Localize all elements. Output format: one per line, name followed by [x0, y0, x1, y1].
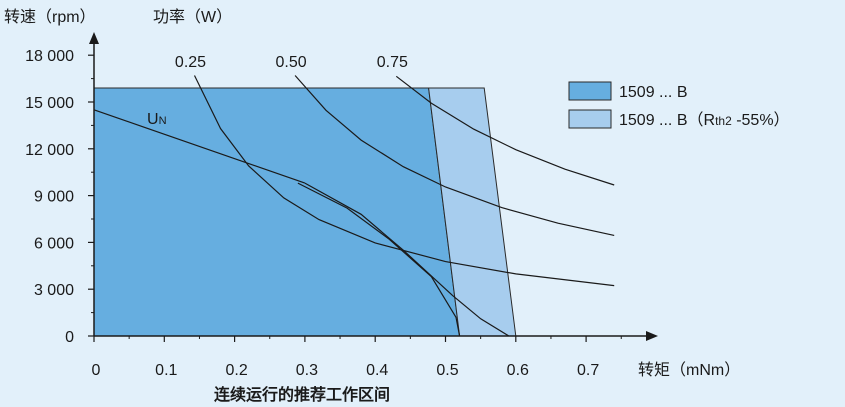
power-curve-labels: 0.25 0.50 0.75 [175, 54, 408, 71]
power-axis-title: 功率（W） [153, 8, 232, 26]
legend-label-1509b: 1509 ... B [619, 84, 688, 101]
region-extended-rth2 [428, 87, 517, 336]
x-tick-label: 0.2 [225, 362, 247, 379]
legend-swatch-1509b [568, 81, 612, 101]
y-tick-label: 12 000 [25, 142, 74, 159]
legend-label-1509b-rth2: 1509 ... B（Rth2 -55%） [619, 111, 790, 129]
legend-swatch-1509b-rth2 [568, 109, 612, 129]
power-label-0-25: 0.25 [175, 54, 206, 71]
un-label-main: U [147, 111, 159, 128]
x-axis-arrow [646, 331, 658, 341]
y-tick-label: 0 [65, 329, 74, 346]
power-label-0-75: 0.75 [377, 54, 408, 71]
y-tick-label: 6 000 [34, 235, 74, 252]
y-axis-arrow [89, 32, 99, 44]
un-line [93, 109, 306, 184]
operating-range-caption: 连续运行的推荐工作区间 [214, 385, 390, 404]
y-tick-label: 9 000 [34, 189, 74, 206]
x-tick-label: 0.6 [507, 362, 529, 379]
axes [89, 32, 658, 341]
characteristic-curves [93, 75, 615, 337]
legend-label-rth2-sub: th2 [715, 114, 732, 128]
un-line-label: UN [147, 111, 167, 128]
axis-ticks: 0 3 000 6 000 9 000 12 000 15 000 18 000 0 0.1 0.… [25, 48, 622, 379]
legend: 1509 ... B 1509 ... B（Rth2 -55%） [568, 81, 790, 129]
legend-label-rth2-rest: -55%） [732, 111, 790, 129]
power-curve-0-75 [395, 75, 615, 186]
y-axis-title: 转速（rpm） [4, 8, 96, 26]
legend-label-rth2-main: 1509 ... B（R [619, 111, 715, 129]
y-tick-label: 15 000 [25, 95, 74, 112]
x-tick-label: 0.4 [366, 362, 388, 379]
x-tick-label: 0.7 [577, 362, 599, 379]
x-tick-label: 0 [92, 362, 101, 379]
power-curve-0-50 [294, 75, 615, 236]
torque-speed-curve-1 [297, 182, 461, 337]
un-label-sub: N [159, 115, 167, 127]
x-tick-label: 0.5 [436, 362, 458, 379]
y-tick-label: 18 000 [25, 48, 74, 65]
x-tick-label: 0.1 [155, 362, 177, 379]
y-tick-label: 3 000 [34, 282, 74, 299]
torque-speed-curve-2 [304, 182, 510, 337]
power-label-0-50: 0.50 [276, 54, 307, 71]
power-curve-0-25 [193, 75, 615, 287]
operating-regions [94, 87, 517, 336]
x-tick-label: 0.3 [296, 362, 318, 379]
x-axis-title: 转矩（mNm） [638, 361, 740, 379]
